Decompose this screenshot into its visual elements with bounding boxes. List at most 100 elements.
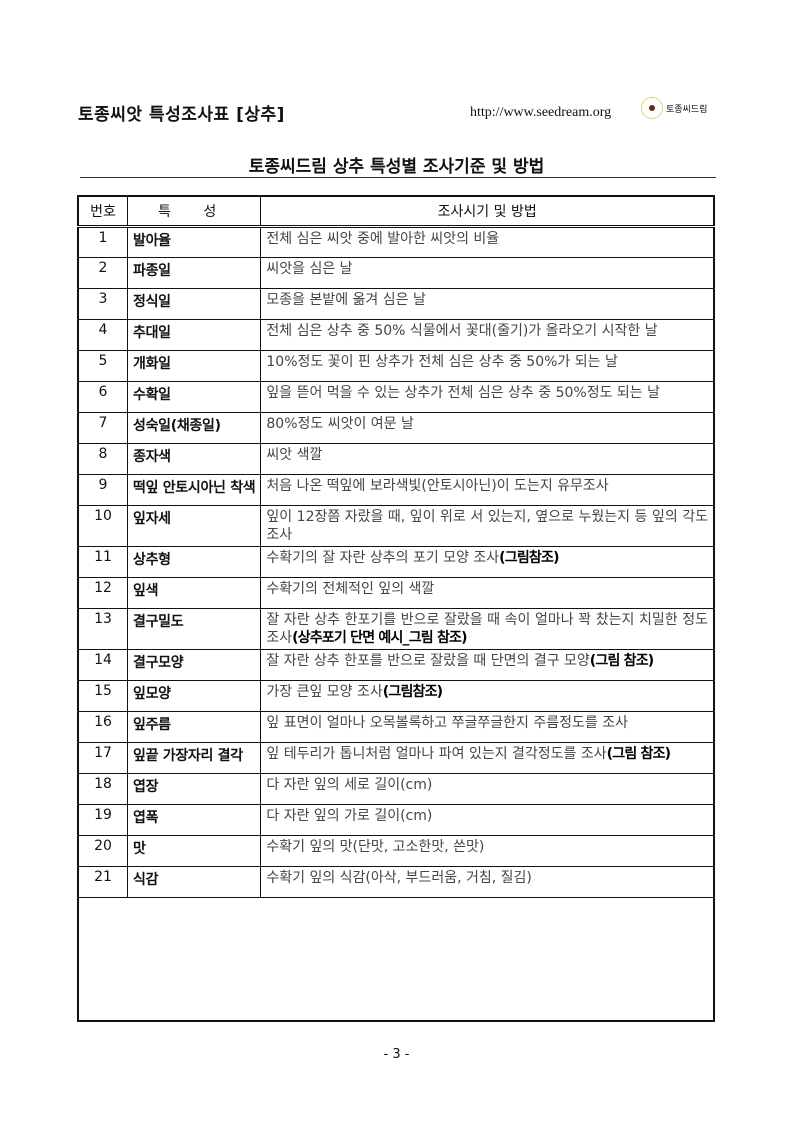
trait-name: 결구모양 [126, 649, 262, 681]
method-description: 가장 큰잎 모양 조사(그림참조) [260, 680, 715, 712]
method-description: 다 자란 잎의 가로 길이(cm) [260, 804, 715, 836]
trait-name: 추대일 [126, 319, 262, 351]
method-text: 다 자란 잎의 가로 길이(cm) [266, 808, 433, 824]
row-number: 8 [77, 443, 128, 475]
trait-name: 정식일 [126, 288, 262, 320]
row-number: 3 [77, 288, 128, 320]
table-row: 18 엽장 다 자란 잎의 세로 길이(cm) [77, 773, 715, 805]
table-row: 2 파종일 씨앗을 심은 날 [77, 257, 715, 289]
method-text: 80%정도 씨앗이 여문 날 [266, 416, 414, 432]
method-text: 모종을 본밭에 옮겨 심은 날 [266, 292, 426, 308]
method-text: 수확기의 전체적인 잎의 색깔 [266, 581, 435, 597]
method-text: 잎을 뜯어 먹을 수 있는 상추가 전체 심은 상추 중 50%정도 되는 날 [266, 385, 661, 401]
logo-text: 토종씨드림 [666, 104, 708, 115]
method-description: 잎 표면이 얼마나 오목볼록하고 쭈글쭈글한지 주름정도를 조사 [260, 711, 715, 743]
method-text: 처음 나온 떡잎에 보라색빛(안토시아닌)이 도는지 유무조사 [266, 478, 609, 494]
row-number: 20 [77, 835, 128, 867]
trait-name: 엽장 [126, 773, 262, 805]
table-row: 14 결구모양 잘 자란 상추 한포를 반으로 잘랐을 때 단면의 결구 모양(… [77, 649, 715, 681]
method-description: 잎이 12장쯤 자랐을 때, 잎이 위로 서 있는지, 옆으로 누웠는지 등 잎… [260, 505, 715, 547]
trait-name: 엽폭 [126, 804, 262, 836]
trait-name: 수확일 [126, 381, 262, 413]
row-number: 19 [77, 804, 128, 836]
table-row: 9 떡잎 안토시아닌 착색 처음 나온 떡잎에 보라색빛(안토시아닌)이 도는지… [77, 474, 715, 506]
trait-name: 잎주름 [126, 711, 262, 743]
method-text: 잎이 12장쯤 자랐을 때, 잎이 위로 서 있는지, 옆으로 누웠는지 등 잎… [266, 509, 708, 543]
trait-name: 떡잎 안토시아닌 착색 [126, 474, 262, 506]
seed-logo-icon [641, 97, 663, 119]
method-description: 잘 자란 상추 한포를 반으로 잘랐을 때 단면의 결구 모양(그림 참조) [260, 649, 715, 681]
trait-name: 잎자세 [126, 505, 262, 547]
row-number: 9 [77, 474, 128, 506]
trait-name: 결구밀도 [126, 608, 262, 650]
table-row: 6 수확일 잎을 뜯어 먹을 수 있는 상추가 전체 심은 상추 중 50%정도… [77, 381, 715, 413]
table-row: 3 정식일 모종을 본밭에 옮겨 심은 날 [77, 288, 715, 320]
trait-name: 종자색 [126, 443, 262, 475]
trait-name: 식감 [126, 866, 262, 898]
document-title: 토종씨앗 특성조사표 [상추] [78, 105, 285, 125]
row-number: 7 [77, 412, 128, 444]
method-description: 전체 심은 상추 중 50% 식물에서 꽃대(줄기)가 올라오기 시작한 날 [260, 319, 715, 351]
page-number: - 3 - [383, 1047, 410, 1062]
trait-name: 발아율 [126, 226, 262, 258]
seedream-logo: 토종씨드림 [641, 97, 707, 119]
method-description: 다 자란 잎의 세로 길이(cm) [260, 773, 715, 805]
row-number: 12 [77, 577, 128, 609]
header-trait: 특 성 [126, 195, 262, 228]
criteria-table: 번호 특 성 조사시기 및 방법 1 발아율 전체 심은 씨앗 중에 발아한 씨… [77, 195, 715, 1022]
method-text: 10%정도 꽃이 핀 상추가 전체 심은 상추 중 50%가 되는 날 [266, 354, 618, 370]
website-url: http://www.seedream.org [470, 105, 612, 120]
table-row: 12 잎색 수확기의 전체적인 잎의 색깔 [77, 577, 715, 609]
method-text: 씨앗 색깔 [266, 447, 323, 463]
section-title: 토종씨드림 상추 특성별 조사기준 및 방법 [248, 157, 545, 177]
trait-name: 개화일 [126, 350, 262, 382]
table-row: 21 식감 수확기 잎의 식감(아삭, 부드러움, 거침, 질김) [77, 866, 715, 898]
row-number: 13 [77, 608, 128, 650]
method-note: (그림 참조) [606, 746, 671, 762]
table-row: 11 상추형 수확기의 잘 자란 상추의 포기 모양 조사(그림참조) [77, 546, 715, 578]
method-description: 80%정도 씨앗이 여문 날 [260, 412, 715, 444]
method-text: 잘 자란 상추 한포를 반으로 잘랐을 때 단면의 결구 모양 [266, 653, 590, 669]
method-text: 수확기 잎의 식감(아삭, 부드러움, 거침, 질김) [266, 870, 532, 886]
table-row: 8 종자색 씨앗 색깔 [77, 443, 715, 475]
table-row: 17 잎끝 가장자리 결각 잎 테두리가 톱니처럼 얼마나 파여 있는지 결각정… [77, 742, 715, 774]
method-description: 수확기의 전체적인 잎의 색깔 [260, 577, 715, 609]
row-number: 17 [77, 742, 128, 774]
row-number: 4 [77, 319, 128, 351]
row-number: 6 [77, 381, 128, 413]
method-description: 모종을 본밭에 옮겨 심은 날 [260, 288, 715, 320]
row-number: 15 [77, 680, 128, 712]
header-number: 번호 [77, 195, 128, 228]
method-text: 수확기 잎의 맛(단맛, 고소한맛, 쓴맛) [266, 839, 485, 855]
method-text: 씨앗을 심은 날 [266, 261, 353, 277]
row-number: 14 [77, 649, 128, 681]
trait-name: 잎모양 [126, 680, 262, 712]
table-row: 16 잎주름 잎 표면이 얼마나 오목볼록하고 쭈글쭈글한지 주름정도를 조사 [77, 711, 715, 743]
method-text: 전체 심은 상추 중 50% 식물에서 꽃대(줄기)가 올라오기 시작한 날 [266, 323, 658, 339]
method-description: 잎을 뜯어 먹을 수 있는 상추가 전체 심은 상추 중 50%정도 되는 날 [260, 381, 715, 413]
method-description: 씨앗을 심은 날 [260, 257, 715, 289]
method-text: 잎 테두리가 톱니처럼 얼마나 파여 있는지 결각정도를 조사 [266, 746, 607, 762]
divider [80, 177, 716, 178]
table-row: 7 성숙일(채종일) 80%정도 씨앗이 여문 날 [77, 412, 715, 444]
row-number: 10 [77, 505, 128, 547]
row-number: 5 [77, 350, 128, 382]
row-number: 2 [77, 257, 128, 289]
method-note: (상추포기 단면 예시_그림 참조) [292, 630, 467, 646]
table-row: 10 잎자세 잎이 12장쯤 자랐을 때, 잎이 위로 서 있는지, 옆으로 누… [77, 505, 715, 547]
method-description: 씨앗 색깔 [260, 443, 715, 475]
header-method: 조사시기 및 방법 [260, 195, 715, 228]
method-note: (그림참조) [382, 684, 443, 700]
table-row: 5 개화일 10%정도 꽃이 핀 상추가 전체 심은 상추 중 50%가 되는 … [77, 350, 715, 382]
method-text: 잘 자란 상추 한포기를 반으로 잘랐을 때 속이 얼마나 꽉 찼는지 치밀한 … [266, 612, 708, 646]
method-description: 10%정도 꽃이 핀 상추가 전체 심은 상추 중 50%가 되는 날 [260, 350, 715, 382]
table-row: 1 발아율 전체 심은 씨앗 중에 발아한 씨앗의 비율 [77, 226, 715, 258]
method-description: 수확기 잎의 맛(단맛, 고소한맛, 쓴맛) [260, 835, 715, 867]
method-text: 잎 표면이 얼마나 오목볼록하고 쭈글쭈글한지 주름정도를 조사 [266, 715, 628, 731]
empty-row [77, 897, 715, 1022]
row-number: 18 [77, 773, 128, 805]
method-description: 전체 심은 씨앗 중에 발아한 씨앗의 비율 [260, 226, 715, 258]
method-text: 전체 심은 씨앗 중에 발아한 씨앗의 비율 [266, 231, 500, 247]
table-row: 19 엽폭 다 자란 잎의 가로 길이(cm) [77, 804, 715, 836]
